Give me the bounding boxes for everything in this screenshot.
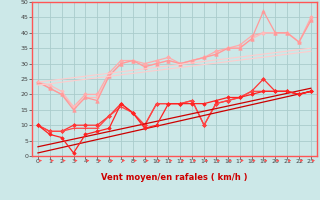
X-axis label: Vent moyen/en rafales ( km/h ): Vent moyen/en rafales ( km/h ) <box>101 173 248 182</box>
